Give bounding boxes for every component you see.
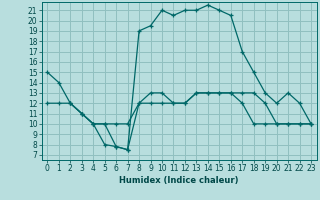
- X-axis label: Humidex (Indice chaleur): Humidex (Indice chaleur): [119, 176, 239, 185]
